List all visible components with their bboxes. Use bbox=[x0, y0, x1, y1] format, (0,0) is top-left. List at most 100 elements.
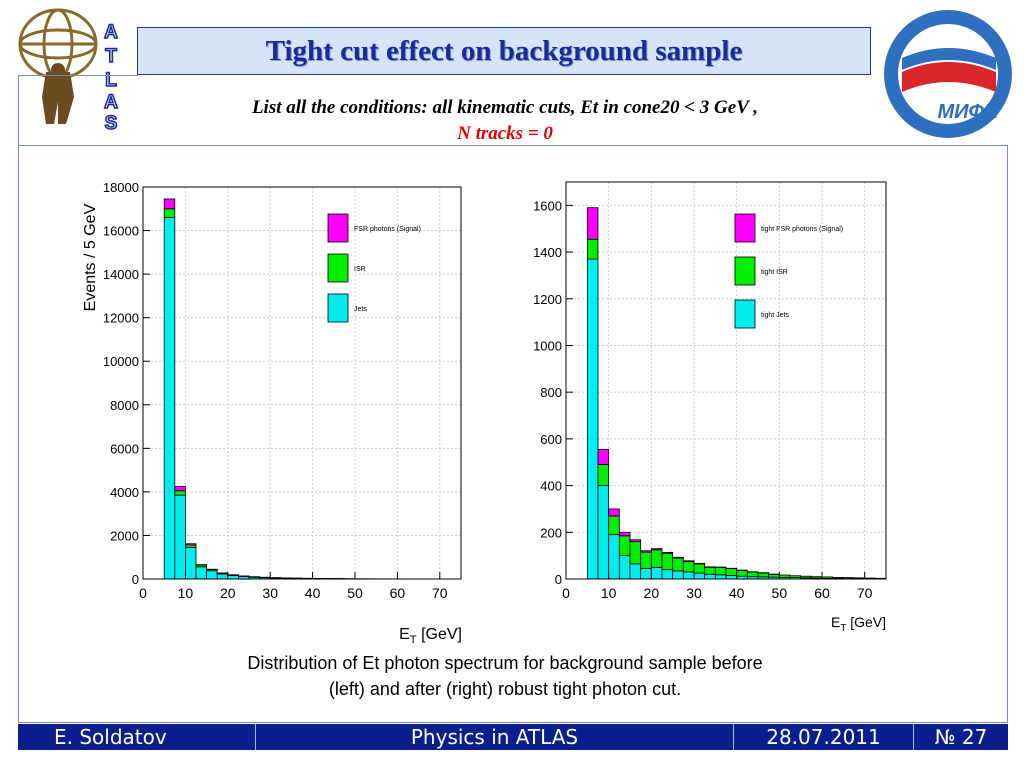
bar-tight-isr-6 bbox=[650, 549, 663, 568]
bar-tight-fsr-photons-signal--3 bbox=[618, 531, 631, 537]
bar-tight-jets-13 bbox=[725, 575, 738, 580]
bar-tight-isr-19 bbox=[789, 575, 802, 578]
bar-tight-jets-8 bbox=[672, 570, 684, 580]
bar-tight-isr-2 bbox=[608, 515, 620, 536]
bar-isr-0 bbox=[163, 208, 176, 218]
bar-tight-isr-7 bbox=[661, 552, 674, 571]
x-tick-label: 50 bbox=[347, 585, 363, 601]
bar-tight-isr-24 bbox=[842, 577, 855, 579]
legend-label: tight ISR bbox=[761, 269, 788, 276]
footer-date: 28.07.2011 bbox=[734, 724, 914, 750]
bar-tight-isr-14 bbox=[736, 569, 748, 577]
bar-tight-jets-9 bbox=[682, 571, 695, 580]
x-tick-label: 60 bbox=[814, 585, 830, 601]
bar-tight-isr-17 bbox=[768, 573, 780, 578]
x-tick-label: 20 bbox=[220, 585, 236, 601]
bar-tight-isr-16 bbox=[757, 572, 770, 578]
y-tick-label: 200 bbox=[540, 525, 562, 540]
bar-tight-isr-23 bbox=[832, 576, 844, 579]
y-tick-label: 600 bbox=[540, 432, 562, 447]
x-tick-label: 10 bbox=[178, 585, 194, 601]
x-tick-label: 40 bbox=[305, 585, 321, 601]
bar-tight-fsr-photons-signal--7 bbox=[661, 551, 674, 554]
bar-tight-fsr-photons-signal--4 bbox=[629, 539, 642, 543]
bar-tight-isr-21 bbox=[810, 576, 823, 579]
legend-swatch bbox=[734, 256, 756, 286]
bar-tight-isr-11 bbox=[704, 566, 716, 575]
bar-tight-isr-0 bbox=[586, 238, 599, 260]
y-tick-label: 12000 bbox=[103, 311, 139, 326]
bar-tight-fsr-photons-signal--8 bbox=[672, 556, 684, 559]
x-tick-label: 70 bbox=[432, 585, 448, 601]
legend-swatch bbox=[734, 213, 756, 243]
caption-line2: (left) and after (right) robust tight ph… bbox=[328, 679, 682, 699]
bar-tight-isr-1 bbox=[597, 464, 610, 486]
y-tick-label: 0 bbox=[132, 572, 139, 587]
bar-tight-jets-12 bbox=[714, 574, 727, 580]
svg-text:A: A bbox=[104, 22, 118, 43]
plot-frame bbox=[565, 181, 887, 580]
y-tick-label: 8000 bbox=[110, 398, 139, 413]
bar-tight-isr-15 bbox=[746, 571, 759, 578]
bar-tight-jets-0 bbox=[586, 258, 599, 580]
legend-label: Jets bbox=[354, 306, 367, 313]
chart-after-cut: 0 200 400 600 800 1000 1200 1400 1600 0 10 20 30 40 50… bbox=[533, 181, 887, 634]
subtitle: List all the conditions: all kinematic c… bbox=[140, 95, 870, 147]
x-tick-label: 40 bbox=[729, 585, 745, 601]
bar-jets-1 bbox=[174, 494, 186, 580]
svg-text:T: T bbox=[105, 46, 117, 67]
bar-tight-jets-11 bbox=[704, 573, 716, 580]
bar-tight-isr-20 bbox=[800, 575, 812, 579]
atlas-logo: A T L A S bbox=[18, 8, 119, 130]
bar-tight-fsr-photons-signal--9 bbox=[682, 560, 695, 562]
chart-before-cut: 0 2000 4000 6000 8000 10000 12000 14000 16000 180… bbox=[82, 180, 462, 646]
bar-tight-fsr-photons-signal--5 bbox=[640, 550, 652, 553]
legend-swatch bbox=[734, 299, 756, 329]
bar-tight-fsr-photons-signal--1 bbox=[597, 448, 610, 465]
legend-swatch bbox=[327, 213, 349, 243]
y-tick-label: 10000 bbox=[103, 354, 139, 369]
footer-author: E. Soldatov bbox=[18, 724, 256, 750]
mephi-logo-text: МИФИ bbox=[937, 101, 999, 123]
y-tick-label: 4000 bbox=[110, 485, 139, 500]
plot-area: 0 2000 4000 6000 8000 10000 12000 14000 16000 180… bbox=[82, 180, 462, 646]
bar-tight-jets-4 bbox=[629, 563, 642, 580]
bar-jets-2 bbox=[185, 547, 197, 580]
slide-title: Tight cut effect on background sample bbox=[265, 34, 743, 67]
bar-tight-isr-5 bbox=[640, 551, 652, 569]
svg-text:S: S bbox=[105, 113, 118, 130]
bar-jets-4 bbox=[206, 570, 218, 580]
bar-tight-jets-10 bbox=[693, 572, 706, 580]
bar-isr-1 bbox=[174, 490, 186, 496]
y-tick-label: 1600 bbox=[533, 198, 562, 213]
bar-tight-isr-9 bbox=[682, 561, 695, 573]
legend-label: ISR bbox=[354, 266, 366, 273]
bar-tight-fsr-photons-signal--2 bbox=[608, 508, 620, 517]
x-tick-label: 0 bbox=[562, 585, 570, 601]
legend-label: FSR photons (Signal) bbox=[354, 226, 421, 233]
bar-tight-fsr-photons-signal--0 bbox=[586, 207, 599, 240]
bar-tight-isr-18 bbox=[778, 574, 791, 578]
bar-tight-fsr-photons-signal--6 bbox=[650, 548, 663, 551]
y-tick-label: 1000 bbox=[533, 338, 562, 353]
bar-tight-isr-3 bbox=[618, 535, 631, 557]
y-tick-label: 0 bbox=[555, 572, 562, 587]
bar-tight-jets-5 bbox=[640, 568, 652, 580]
caption-line1: Distribution of Et photon spectrum for b… bbox=[247, 653, 763, 673]
frame-left-tab bbox=[18, 75, 138, 146]
legend-label: tight Jets bbox=[761, 312, 790, 319]
bar-tight-isr-12 bbox=[714, 566, 727, 576]
bar-tight-isr-8 bbox=[672, 557, 684, 572]
bar-tight-jets-2 bbox=[608, 534, 620, 580]
x-tick-label: 60 bbox=[390, 585, 406, 601]
y-axis-label: Events / 5 GeV bbox=[82, 203, 99, 311]
x-tick-label: 30 bbox=[686, 585, 702, 601]
y-tick-label: 400 bbox=[540, 479, 562, 494]
bar-tight-isr-4 bbox=[629, 541, 642, 565]
x-tick-label: 20 bbox=[644, 585, 660, 601]
legend-label: tight FSR photons (Signal) bbox=[761, 226, 843, 233]
x-tick-label: 10 bbox=[601, 585, 617, 601]
bar-tight-jets-3 bbox=[618, 555, 631, 580]
bar-jets-0 bbox=[163, 217, 176, 580]
y-tick-label: 800 bbox=[540, 385, 562, 400]
